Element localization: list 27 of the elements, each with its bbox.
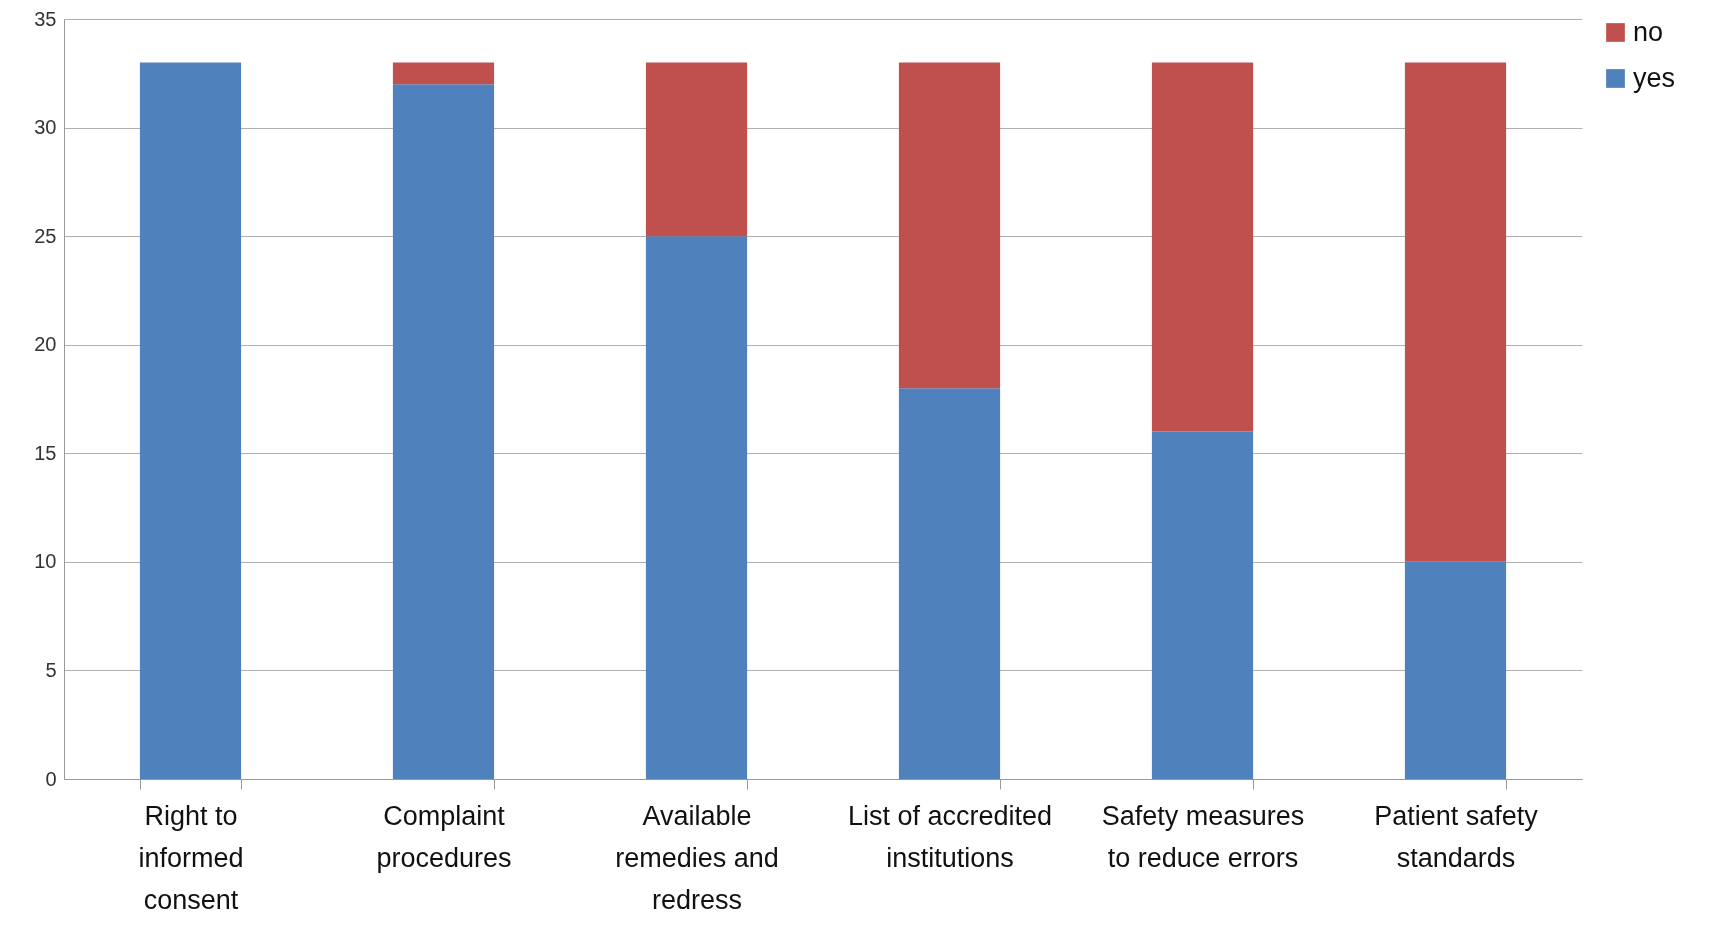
x-tick-label: Right to informed consent [138,800,244,915]
bar [392,62,495,85]
y-tick-label: 30 [34,116,57,139]
legend-label: no [1633,16,1664,47]
y-tick-label: 35 [34,7,57,30]
y-tick-label: 10 [34,550,57,573]
bar [645,62,748,237]
bar [139,62,242,779]
y-tick-label: 15 [34,441,57,464]
y-tick-label: 20 [34,333,57,356]
bar [1151,431,1254,779]
y-tick-label: 0 [45,767,57,790]
x-tick-label: List of accredited institutions [847,800,1053,873]
bar [645,236,748,779]
y-tick-label: 5 [45,658,57,681]
bar [1404,561,1507,779]
bar [392,84,495,779]
y-tick-label: 25 [34,224,57,247]
bar [898,388,1001,779]
bar [898,62,1001,389]
bar [1151,62,1254,432]
legend-label: yes [1633,62,1676,93]
x-tick-label: Patient safety standards [1374,800,1539,873]
x-tick-label: Safety measures to reduce errors [1101,800,1305,873]
bar [1404,62,1507,562]
x-tick-label: Available remedies and redress [615,800,779,915]
x-tick-label: Complaint procedures [376,800,512,873]
